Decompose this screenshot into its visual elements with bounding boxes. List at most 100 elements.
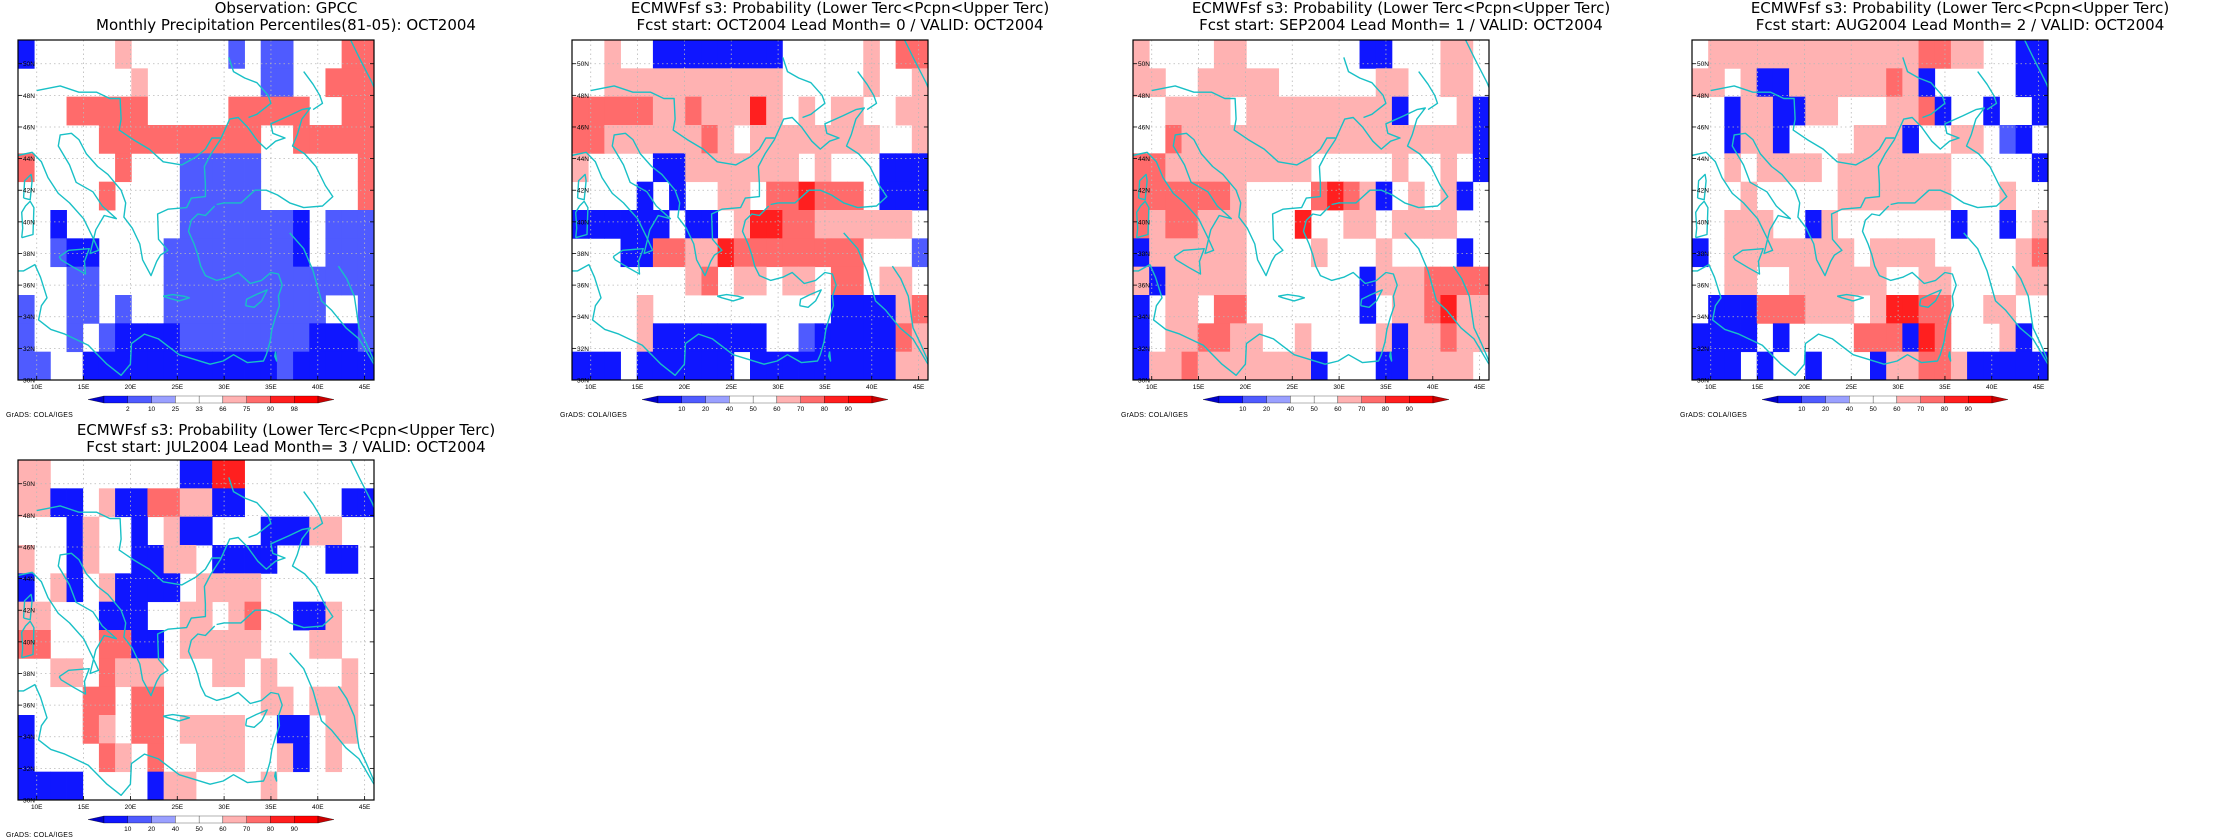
grid-cell (66, 323, 84, 353)
lat-label: 36N (23, 703, 35, 710)
grid-cell (1440, 266, 1458, 296)
grid-cell (1165, 238, 1182, 268)
grid-cell (717, 238, 735, 268)
grid-cell (1870, 68, 1887, 98)
grid-cell (325, 323, 343, 353)
grid-cell (357, 323, 375, 353)
grid-cell (147, 573, 165, 603)
grid-cell (1950, 351, 1968, 381)
grid-cell (847, 295, 864, 324)
grid-cell (750, 351, 767, 381)
grid-cell (814, 181, 832, 211)
precip-map: 30N 32N 34N 36N 38N 40N 42N 44N 46N 48N 50N 10E 15E 2… (17, 39, 375, 413)
lat-label: 30N (577, 378, 589, 385)
grid-cell (1756, 351, 1774, 381)
grid-cell (636, 181, 654, 211)
grid-cell (1408, 351, 1425, 381)
grid-cell (701, 68, 719, 98)
grid-cell (701, 266, 719, 296)
credit-label: GrADS: COLA/IGES (1121, 412, 1188, 419)
grid-cell (228, 40, 245, 69)
grid-cell (1870, 266, 1887, 296)
grid-cell (66, 266, 84, 296)
grid-cell (212, 238, 229, 268)
grid-cell (1902, 153, 1919, 183)
grid-cell (1724, 153, 1741, 183)
lat-label: 44N (23, 576, 35, 583)
graticule (1692, 40, 2048, 381)
lon-label: 30E (218, 804, 230, 811)
panel-title-line2: Monthly Precipitation Percentiles(81-05)… (96, 16, 476, 34)
grid-cell (2031, 153, 2049, 183)
grid-cell (604, 351, 621, 381)
grid-cell (196, 743, 213, 773)
grid-cell (98, 658, 116, 688)
grid-cell (341, 210, 359, 239)
grid-cell (66, 658, 84, 688)
lat-label: 40N (23, 639, 35, 646)
grid-cell (620, 96, 638, 126)
grid-cell (1918, 238, 1936, 268)
grid-cell (98, 96, 116, 126)
grid-cell (50, 238, 67, 268)
grid-cell (604, 96, 621, 126)
grid-cell (276, 351, 294, 381)
grid-cell (1886, 351, 1903, 381)
grid-cell (341, 658, 359, 688)
grid-cell (1950, 125, 1968, 154)
lon-label: 35E (265, 384, 277, 391)
colorbar-label: 40 (1287, 406, 1295, 413)
grid-cell (1197, 181, 1215, 211)
colorbar-swatch (103, 395, 128, 404)
grid-cell (1724, 210, 1741, 239)
grid-cell (357, 96, 375, 126)
grid-cell (1870, 295, 1887, 324)
colorbar-swatch (1266, 395, 1291, 404)
lat-label: 40N (577, 219, 589, 226)
grid-cell (18, 295, 35, 324)
grid-cell (196, 460, 213, 489)
lat-label: 50N (23, 61, 35, 68)
grid-cell (66, 573, 84, 603)
grid-cell (830, 96, 848, 126)
colorbar-label: 90 (845, 406, 853, 413)
lon-label: 10E (1705, 384, 1717, 391)
panel-forecast-lead2: ECMWFsf s3: Probability (Lower Terc<Pcpn… (1680, 0, 2240, 420)
grid-cell (1472, 266, 1490, 296)
colorbar-swatch (1825, 395, 1850, 404)
grid-cell (1999, 125, 2017, 154)
grid-cell (717, 40, 735, 69)
grid-cell (1934, 323, 1952, 353)
grid-cell (814, 125, 832, 154)
grid-cell (244, 323, 262, 353)
grid-cell (669, 125, 686, 154)
grid-cell (572, 125, 589, 154)
lat-label: 38N (1138, 251, 1150, 258)
grid-cell (782, 125, 799, 154)
grid-cell (1853, 125, 1871, 154)
colorbar-swatch (1337, 395, 1362, 404)
grid-cell (1740, 125, 1758, 154)
grid-cell (244, 181, 262, 211)
grid-cell (115, 153, 132, 183)
grid-cell (1934, 40, 1952, 69)
grid-cell (879, 266, 897, 296)
grid-cell (115, 125, 132, 154)
grid-cell (2015, 238, 2033, 268)
grid-cell (357, 40, 375, 69)
grid-cell (293, 601, 310, 631)
grid-cell (1853, 323, 1871, 353)
lon-label: 25E (171, 384, 183, 391)
lon-label: 35E (1939, 384, 1951, 391)
grid-cell (1424, 210, 1441, 239)
grid-cell (1230, 266, 1247, 296)
grid-cell (212, 658, 229, 688)
grid-cell (1359, 40, 1377, 69)
lat-label: 40N (23, 219, 35, 226)
grid-cell (325, 351, 343, 381)
grid-cell (1278, 125, 1296, 154)
grid-cell (1708, 40, 1725, 69)
grid-cell (1391, 68, 1409, 98)
grid-cell (814, 323, 832, 353)
grid-cell (1359, 266, 1377, 296)
